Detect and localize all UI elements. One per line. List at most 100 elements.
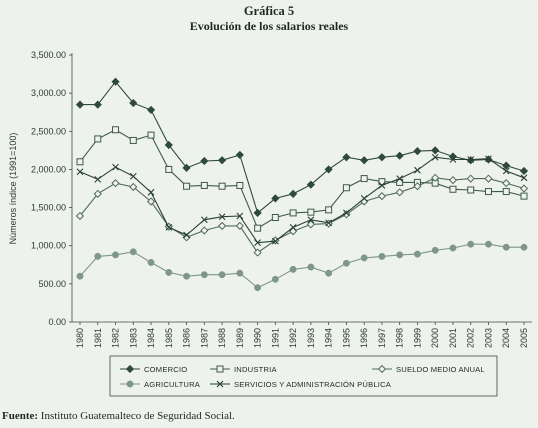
data-point — [413, 250, 421, 258]
data-point — [200, 216, 208, 224]
data-point — [253, 248, 262, 257]
data-point — [217, 156, 227, 165]
data-point — [164, 140, 173, 150]
data-point — [360, 156, 369, 165]
data-point — [182, 163, 191, 173]
data-point — [342, 210, 351, 219]
x-tick-label: 1987 — [199, 328, 209, 348]
data-point — [271, 237, 279, 245]
data-point — [378, 182, 386, 189]
x-tick-label: 1993 — [306, 328, 316, 348]
data-point — [236, 269, 244, 277]
data-point — [467, 156, 475, 163]
data-point — [76, 158, 84, 166]
title-block: Gráfica 5 Evolución de los salarios real… — [0, 4, 538, 34]
legend-label: SUELDO MEDIO ANUAL — [396, 365, 485, 374]
y-tick-label: 500.00 — [38, 279, 66, 289]
data-point — [467, 240, 475, 248]
data-point — [182, 233, 191, 242]
data-point — [306, 180, 315, 189]
data-point — [502, 243, 510, 251]
data-point — [413, 147, 422, 156]
data-point — [183, 182, 191, 190]
data-point — [147, 131, 155, 139]
data-point — [307, 208, 315, 216]
data-point — [325, 269, 333, 277]
source-text: Instituto Guatemalteco de Seguridad Soci… — [38, 410, 235, 422]
legend-label: AGRICULTURA — [144, 380, 201, 389]
data-point — [502, 167, 510, 175]
data-point — [112, 126, 120, 134]
y-tick-label: 3,500.00 — [31, 50, 66, 60]
x-tick-label: 1983 — [128, 328, 138, 348]
data-point — [254, 284, 262, 292]
data-point — [93, 189, 102, 198]
data-point — [431, 146, 440, 155]
x-tick-label: 1996 — [359, 328, 369, 348]
data-point — [271, 275, 279, 283]
data-point — [200, 226, 209, 235]
y-axis-label: Números índice (1991=100) — [8, 133, 18, 245]
data-point — [165, 224, 173, 231]
legend-marker — [216, 380, 224, 388]
data-point — [218, 213, 226, 221]
data-point — [360, 175, 368, 183]
data-point — [378, 178, 386, 186]
data-point — [413, 182, 422, 191]
data-point — [271, 194, 280, 203]
x-tick-label: 1997 — [377, 328, 387, 348]
legend-label: INDUSTRIA — [234, 365, 277, 374]
data-point — [289, 189, 298, 198]
data-point — [165, 165, 173, 173]
x-tick-label: 2004 — [501, 328, 511, 348]
data-point — [431, 173, 440, 182]
x-tick-label: 1994 — [324, 328, 334, 348]
x-tick-label: 1981 — [93, 328, 103, 348]
data-point — [377, 192, 387, 201]
data-point — [253, 208, 262, 218]
data-point — [431, 153, 439, 161]
data-point — [502, 188, 510, 196]
x-tick-label: 1999 — [412, 328, 422, 348]
data-point — [343, 209, 350, 217]
series-line-4 — [79, 156, 525, 244]
data-point — [112, 251, 119, 259]
legend-marker — [216, 365, 224, 373]
source-label: Fuente: — [2, 410, 39, 422]
data-point — [378, 252, 386, 260]
y-tick-label: 2,500.00 — [31, 126, 66, 136]
data-point — [289, 209, 297, 217]
x-tick-label: 1992 — [288, 328, 298, 348]
data-point — [520, 174, 528, 182]
data-point — [519, 184, 529, 193]
data-point — [147, 188, 155, 196]
data-point — [342, 184, 350, 192]
data-point — [325, 219, 333, 227]
data-point — [218, 182, 226, 190]
data-point — [183, 231, 190, 239]
data-point — [129, 172, 137, 180]
data-point — [129, 248, 137, 256]
data-point — [289, 224, 297, 231]
data-point — [217, 221, 227, 230]
data-point — [75, 100, 85, 109]
data-point — [484, 174, 493, 183]
series-line-3 — [79, 243, 524, 289]
data-point — [76, 272, 84, 280]
data-point — [466, 174, 475, 183]
data-point — [431, 246, 439, 254]
legend-label: COMERCIO — [144, 365, 187, 374]
data-point — [146, 105, 156, 115]
x-tick-label: 1982 — [111, 328, 121, 348]
data-point — [200, 156, 209, 166]
data-point — [129, 182, 138, 192]
chart-subtitle: Evolución de los salarios reales — [189, 19, 349, 33]
series-line-0 — [80, 80, 525, 214]
data-point — [289, 265, 297, 273]
data-point — [183, 272, 191, 280]
data-point — [271, 213, 279, 221]
x-tick-label: 2003 — [483, 328, 493, 348]
data-point — [396, 251, 404, 259]
data-point — [449, 156, 457, 163]
data-point — [200, 181, 208, 189]
